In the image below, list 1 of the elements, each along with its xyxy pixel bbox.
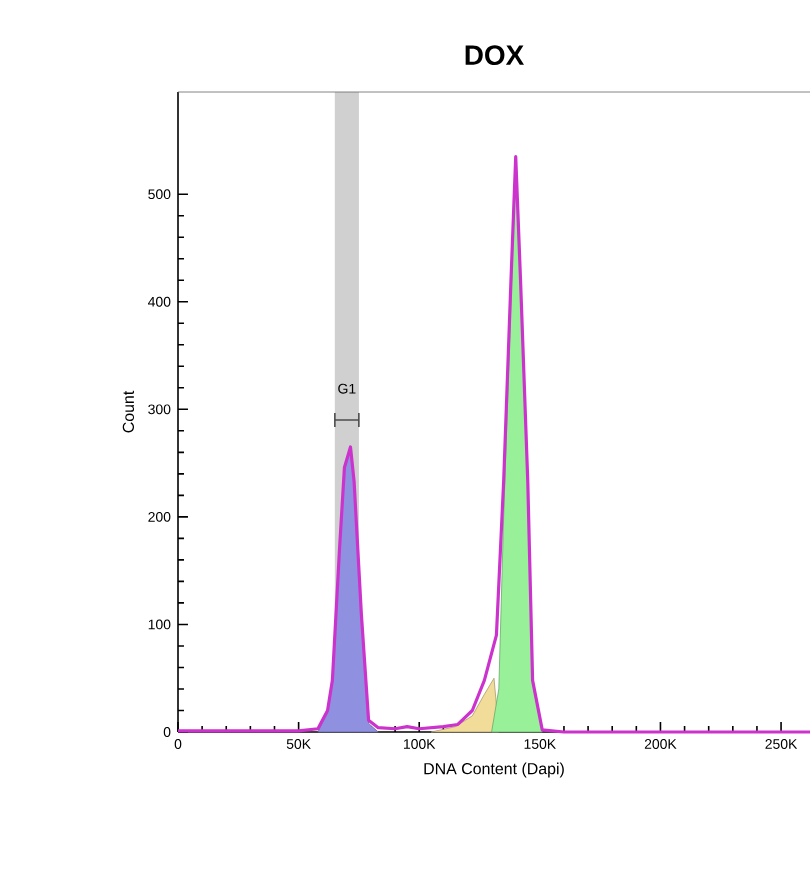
chart-title: DOX [465, 45, 524, 66]
